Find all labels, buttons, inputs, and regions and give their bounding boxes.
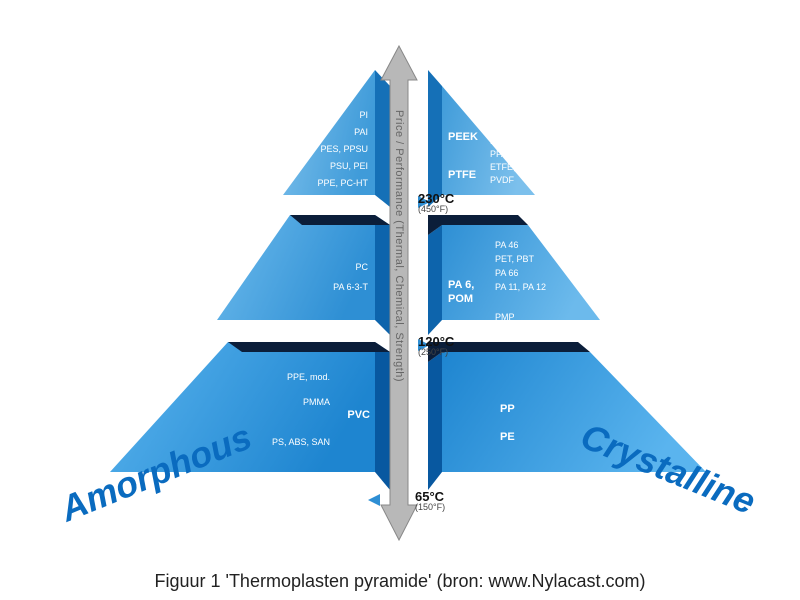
left-mid-top: [290, 215, 390, 225]
right-mid-side: [428, 225, 442, 335]
svg-text:PMMA: PMMA: [303, 397, 330, 407]
temp-120: 120°C(250°F): [418, 335, 454, 357]
svg-text:POM: POM: [448, 293, 473, 305]
left-bot-top: [228, 342, 390, 352]
svg-text:PET, PBT: PET, PBT: [495, 254, 535, 264]
svg-text:PEK: PEK: [490, 123, 508, 133]
chevron-65: [368, 494, 380, 506]
svg-text:PVDF: PVDF: [490, 175, 515, 185]
svg-text:PA 6-3-T: PA 6-3-T: [333, 282, 368, 292]
svg-text:PS, ABS, SAN: PS, ABS, SAN: [272, 437, 330, 447]
svg-text:LCP, PPS: LCP, PPS: [490, 136, 529, 146]
svg-text:PES, PPSU: PES, PPSU: [320, 144, 368, 154]
svg-text:ETFE, PCTFE: ETFE, PCTFE: [490, 162, 548, 172]
svg-text:PC: PC: [355, 262, 368, 272]
right-top-side: [428, 70, 442, 207]
svg-text:PI: PI: [359, 110, 368, 120]
left-mid-side: [375, 215, 390, 335]
temp-230: 230°C(450°F): [418, 192, 454, 214]
right-mid-front: [442, 225, 600, 320]
svg-text:PAI: PAI: [354, 127, 368, 137]
svg-text:PA 46: PA 46: [495, 240, 518, 250]
svg-text:PPE, PC-HT: PPE, PC-HT: [317, 178, 368, 188]
svg-text:PMP: PMP: [495, 312, 515, 322]
svg-text:PEKEKK: PEKEKK: [490, 110, 526, 120]
arrow-label: Price / Performance (Thermal, Chemical, …: [393, 110, 405, 382]
svg-text:PPE, mod.: PPE, mod.: [287, 372, 330, 382]
svg-text:PA 11, PA 12: PA 11, PA 12: [495, 282, 546, 292]
svg-text:PSU, PEI: PSU, PEI: [330, 161, 368, 171]
svg-text:PTFE: PTFE: [448, 169, 476, 181]
pyramid-canvas: PI PAI PES, PPSU PSU, PEI PPE, PC-HT PC …: [0, 0, 800, 560]
left-bot-side: [375, 342, 390, 490]
svg-text:PA 6,: PA 6,: [448, 279, 474, 291]
svg-text:PEEK: PEEK: [448, 131, 478, 143]
svg-text:PFA: PFA: [490, 149, 507, 159]
figure-caption: Figuur 1 'Thermoplasten pyramide' (bron:…: [0, 571, 800, 592]
right-bot-side: [428, 352, 442, 490]
svg-text:PP: PP: [500, 403, 515, 415]
svg-text:PVC: PVC: [347, 409, 370, 421]
svg-text:PA 66: PA 66: [495, 268, 518, 278]
left-top-side: [375, 70, 390, 207]
svg-text:PE: PE: [500, 431, 515, 443]
temp-65: 65°C(150°F): [415, 490, 445, 512]
left-mid-front: [217, 215, 375, 320]
